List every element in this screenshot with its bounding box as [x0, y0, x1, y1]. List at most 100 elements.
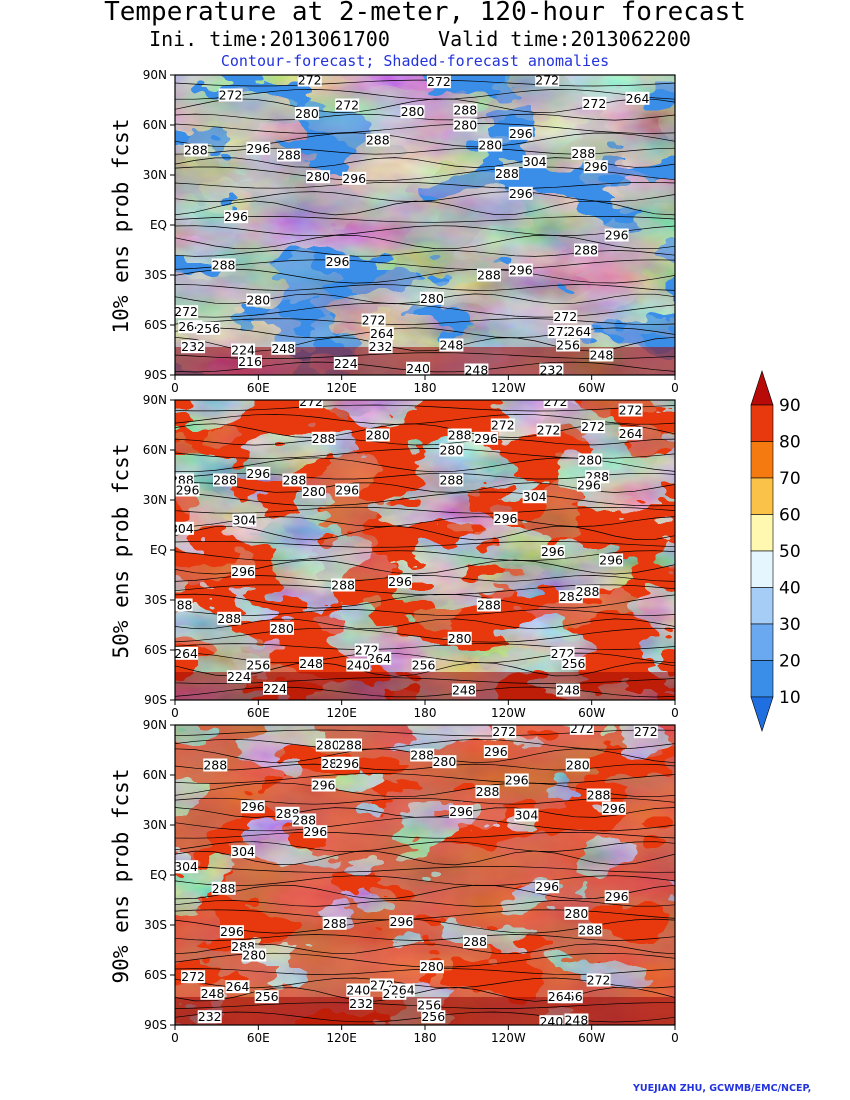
contour-label: 288: [571, 146, 596, 161]
svg-text:272: 272: [491, 418, 515, 433]
contour-label: 296: [335, 483, 360, 498]
contour-label: 288: [282, 473, 307, 488]
contour-label: 304: [175, 859, 199, 874]
lon-tick-label: 120W: [491, 381, 526, 395]
lat-tick-label: 90S: [144, 1018, 167, 1032]
lat-tick-label: 60N: [143, 768, 167, 782]
contour-label: 280: [439, 443, 464, 458]
svg-text:288: 288: [331, 578, 355, 593]
svg-text:288: 288: [169, 598, 193, 613]
contour-label: 296: [449, 804, 474, 819]
svg-text:248: 248: [299, 656, 323, 671]
svg-text:296: 296: [484, 744, 508, 759]
lon-tick-label: 120W: [491, 706, 526, 720]
svg-text:296: 296: [602, 801, 626, 816]
contour-label: 256: [561, 656, 586, 671]
lon-tick-label: 0: [671, 381, 679, 395]
svg-text:288: 288: [448, 428, 472, 443]
colorbar: 10 20 30 40 50 60 70 80 90: [750, 370, 801, 732]
contour-label: 296: [342, 171, 367, 186]
contour-label: 296: [240, 799, 265, 814]
contour-label: 288: [217, 611, 242, 626]
contour-label: 296: [311, 778, 336, 793]
svg-text:264: 264: [367, 651, 391, 666]
contour-label: 288: [578, 923, 603, 938]
svg-text:248: 248: [271, 341, 295, 356]
contour-label: 272: [361, 313, 386, 328]
lon-tick-label: 60W: [578, 706, 605, 720]
contour-label: 288: [575, 584, 600, 599]
contour-label: 272: [218, 88, 243, 103]
svg-text:256: 256: [556, 338, 580, 353]
svg-text:296: 296: [509, 186, 533, 201]
lon-tick-label: 180: [414, 1031, 437, 1045]
colorbar-box: [750, 514, 774, 552]
svg-text:280: 280: [302, 484, 326, 499]
contour-label: 272: [299, 400, 324, 409]
svg-text:240: 240: [539, 1014, 563, 1029]
contour-label: 296: [335, 756, 360, 771]
contour-label: 288: [439, 473, 464, 488]
colorbar-level-label: 80: [779, 433, 801, 453]
svg-text:296: 296: [388, 574, 412, 589]
lat-tick-label: 30S: [144, 268, 167, 282]
svg-text:224: 224: [231, 343, 255, 358]
svg-text:264: 264: [548, 989, 572, 1004]
svg-text:296: 296: [326, 254, 350, 269]
svg-text:272: 272: [219, 88, 243, 103]
svg-text:288: 288: [477, 598, 501, 613]
contour-label: 248: [299, 656, 324, 671]
svg-text:296: 296: [474, 431, 498, 446]
contour-label: 232: [349, 996, 374, 1011]
svg-text:288: 288: [410, 748, 434, 763]
contour-label: 304: [232, 513, 257, 528]
svg-text:288: 288: [578, 923, 602, 938]
contour-label: 240: [346, 658, 371, 673]
shaded-anomaly-texture: [175, 75, 675, 375]
svg-text:296: 296: [241, 799, 265, 814]
svg-text:280: 280: [401, 104, 425, 119]
svg-text:256: 256: [246, 658, 270, 673]
contour-label: 288: [475, 784, 500, 799]
svg-text:296: 296: [584, 159, 608, 174]
contour-label: 224: [231, 343, 256, 358]
contour-label: 280: [301, 484, 326, 499]
lat-tick-label: 30N: [143, 493, 167, 507]
svg-text:296: 296: [231, 564, 255, 579]
svg-text:280: 280: [439, 443, 463, 458]
svg-text:280: 280: [366, 428, 390, 443]
contour-label: 280: [306, 169, 331, 184]
contour-label: 296: [504, 773, 529, 788]
lon-tick-label: 120E: [326, 706, 357, 720]
contour-label: 272: [490, 418, 515, 433]
lat-tick-label: 30S: [144, 918, 167, 932]
contour-label: 296: [576, 478, 601, 493]
svg-text:288: 288: [277, 148, 301, 163]
svg-text:288: 288: [338, 738, 362, 753]
svg-text:280: 280: [432, 754, 456, 769]
contour-label: 272: [553, 309, 578, 324]
svg-text:256: 256: [196, 321, 220, 336]
credit-line: YUEJIAN ZHU, GCWMB/EMC/NCEP,: [633, 1083, 812, 1094]
svg-text:288: 288: [477, 268, 501, 283]
contour-label: 248: [564, 1013, 589, 1025]
svg-text:296: 296: [342, 171, 366, 186]
contour-label: 296: [389, 914, 414, 929]
lon-tick-label: 60E: [247, 706, 270, 720]
contour-label: 280: [432, 754, 457, 769]
contour-label: 288: [574, 243, 599, 258]
svg-text:296: 296: [389, 914, 413, 929]
contour-label: 288: [476, 268, 501, 283]
contour-label: 248: [556, 683, 581, 698]
svg-text:288: 288: [463, 934, 487, 949]
contour-label: 304: [514, 808, 539, 823]
contour-label: 264: [625, 91, 650, 106]
svg-text:248: 248: [201, 986, 225, 1001]
lat-tick-label: 90N: [143, 393, 167, 407]
contour-label: 296: [483, 744, 508, 759]
svg-text:232: 232: [539, 363, 563, 378]
contour-label: 272: [543, 400, 568, 409]
contour-label: 296: [224, 209, 249, 224]
svg-text:296: 296: [312, 778, 336, 793]
